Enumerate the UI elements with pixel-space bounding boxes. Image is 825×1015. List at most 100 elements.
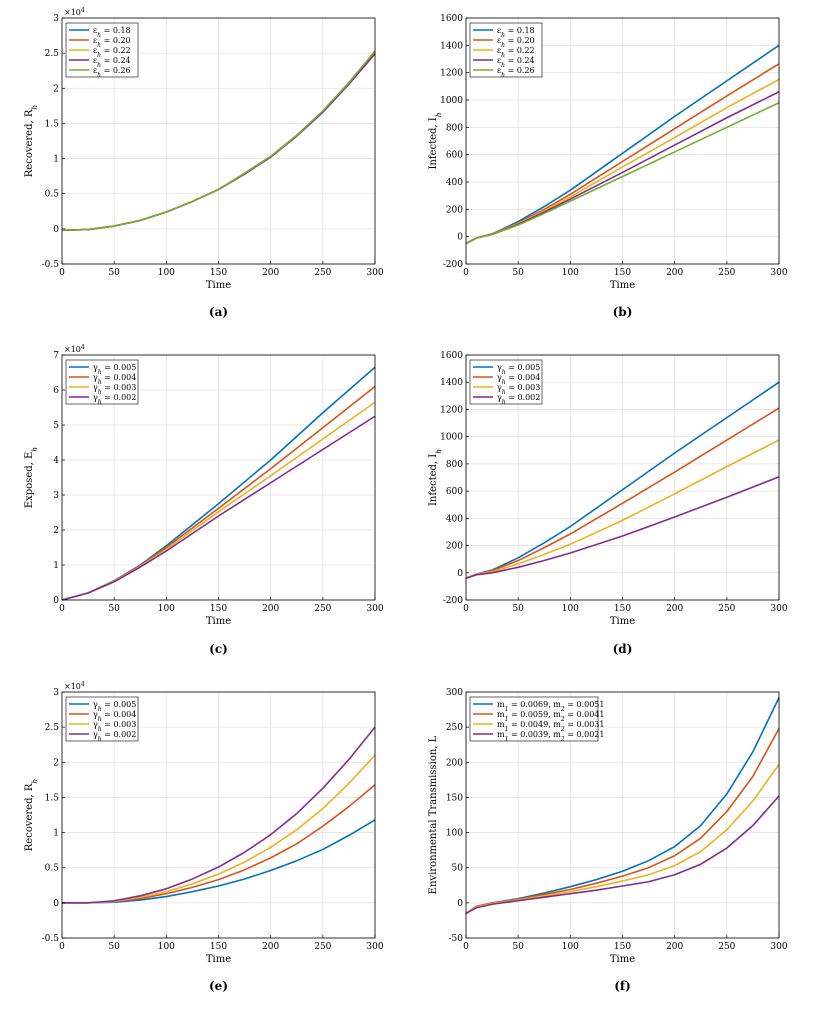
y-tick-label: 600 [446, 487, 463, 497]
x-tick-label: 250 [314, 268, 331, 278]
y-tick-label: 2.5 [45, 49, 60, 59]
y-tick-label: 3 [53, 491, 59, 501]
y-tick-label: -200 [443, 260, 463, 270]
y-tick-label: -0.5 [42, 260, 60, 270]
x-tick-label: 0 [463, 604, 469, 614]
panel-b: 0 50 100 150 200 250 300-200020040060080010001… [428, 14, 788, 319]
y-tick-label: 800 [446, 123, 463, 133]
x-tick-label: 250 [314, 604, 331, 614]
x-tick-label: 250 [314, 942, 331, 952]
y-tick-label: -50 [449, 934, 464, 944]
x-tick-label: 100 [158, 942, 175, 952]
x-tick-label: 150 [614, 604, 631, 614]
x-tick-label: 50 [108, 604, 120, 614]
legend-entry-2: γh = 0.004 [93, 710, 136, 723]
y-tick-label: 1400 [440, 41, 463, 51]
y-tick-label: 1.5 [45, 119, 60, 129]
legend-entry-3: γh = 0.003 [93, 720, 136, 733]
panel-caption: (a) [209, 305, 228, 319]
legend-entry-3: γh = 0.003 [497, 383, 540, 396]
y-axis-label: Recovered, Rh [24, 779, 39, 852]
x-tick-label: 50 [512, 268, 524, 278]
x-tick-label: 300 [366, 604, 383, 614]
legend-entry-4: m1 = 0.0039, m2 = 0.0021 [497, 730, 604, 743]
y-tick-label: 2.5 [45, 723, 60, 733]
y-tick-label: 250 [446, 723, 463, 733]
y-axis-label: Recovered, Rh [24, 105, 39, 178]
y-tick-label: -0.5 [42, 934, 60, 944]
panel-f: 0 50 100 150 200 250 300-50050100150200250300T… [428, 688, 788, 993]
y-tick-label: 1400 [440, 378, 463, 388]
y-exponent-label: ×104 [64, 344, 85, 355]
x-axis-label: Time [206, 280, 231, 291]
x-tick-label: 0 [59, 604, 65, 614]
y-tick-label: 6 [53, 386, 59, 396]
legend-entry-3: εh = 0.22 [497, 46, 535, 59]
y-tick-label: 200 [446, 758, 463, 768]
y-tick-label: 1 [53, 155, 59, 165]
panel-caption: (f) [614, 979, 631, 993]
y-tick-label: 200 [446, 205, 463, 215]
x-tick-label: 100 [562, 942, 579, 952]
y-tick-label: 4 [53, 456, 59, 466]
legend-entry-1: γh = 0.005 [497, 363, 540, 376]
legend-entry-1: εh = 0.18 [497, 26, 535, 39]
y-tick-label: 2 [53, 758, 59, 768]
series-line-5 [61, 50, 376, 232]
y-axis-label: Infected, Ih [428, 449, 443, 506]
y-tick-label: 0 [457, 233, 463, 243]
y-exponent-label: ×104 [64, 681, 85, 692]
y-tick-label: 1600 [440, 14, 463, 24]
x-tick-label: 100 [158, 268, 175, 278]
legend-entry-3: γh = 0.003 [93, 383, 136, 396]
x-tick-label: 150 [614, 268, 631, 278]
x-tick-label: 300 [770, 604, 787, 614]
x-axis-label: Time [610, 280, 635, 291]
panel-c: 0 50 100 150 200 250 300 0 1 2 3 4 5 6 7 ×104 Time Expose… [24, 344, 384, 657]
y-tick-label: 400 [446, 178, 463, 188]
legend-entry-1: εh = 0.18 [93, 26, 131, 39]
x-tick-label: 250 [718, 268, 735, 278]
x-tick-label: 200 [262, 268, 279, 278]
x-tick-label: 250 [718, 942, 735, 952]
y-tick-label: 2 [53, 84, 59, 94]
x-tick-label: 300 [770, 268, 787, 278]
x-tick-label: 150 [614, 942, 631, 952]
y-tick-label: 1 [53, 829, 59, 839]
legend-entry-4: γh = 0.002 [497, 393, 540, 406]
legend-entry-4: γh = 0.002 [93, 730, 136, 743]
x-tick-label: 200 [262, 604, 279, 614]
panel-a: 0 50 100 150 200 250 300-0.500.511.522.53×104T… [24, 7, 384, 320]
x-tick-label: 200 [666, 604, 683, 614]
x-tick-label: 100 [158, 604, 175, 614]
x-tick-label: 50 [108, 268, 120, 278]
panel-caption: (e) [209, 979, 228, 993]
y-tick-label: 7 [53, 351, 59, 361]
y-tick-label: 800 [446, 460, 463, 470]
y-axis-label: Exposed, Eh [24, 447, 39, 508]
legend-entry-2: m1 = 0.0059, m2 = 0.0041 [497, 710, 604, 723]
x-tick-label: 200 [262, 942, 279, 952]
legend-entry-2: γh = 0.004 [93, 373, 136, 386]
y-tick-label: 600 [446, 151, 463, 161]
y-tick-label: 0 [53, 596, 59, 606]
y-tick-label: 0.5 [45, 190, 60, 200]
y-tick-label: 1600 [440, 351, 463, 361]
y-axis-label: Environmental Transmission, L [428, 735, 439, 894]
legend-entry-1: γh = 0.005 [93, 700, 136, 713]
y-tick-label: 1 [53, 561, 59, 571]
x-tick-label: 300 [366, 268, 383, 278]
y-tick-label: 50 [452, 864, 464, 874]
x-tick-label: 50 [512, 604, 524, 614]
y-tick-label: 1200 [440, 69, 463, 79]
x-tick-label: 100 [562, 604, 579, 614]
legend-entry-2: εh = 0.20 [93, 36, 131, 49]
x-tick-label: 300 [770, 942, 787, 952]
y-axis-label: Infected, Ih [428, 112, 443, 169]
x-tick-label: 200 [666, 942, 683, 952]
y-tick-label: 1000 [440, 433, 463, 443]
y-tick-label: 100 [446, 829, 463, 839]
y-tick-label: -200 [443, 596, 463, 606]
legend-entry-5: εh = 0.26 [497, 66, 535, 79]
